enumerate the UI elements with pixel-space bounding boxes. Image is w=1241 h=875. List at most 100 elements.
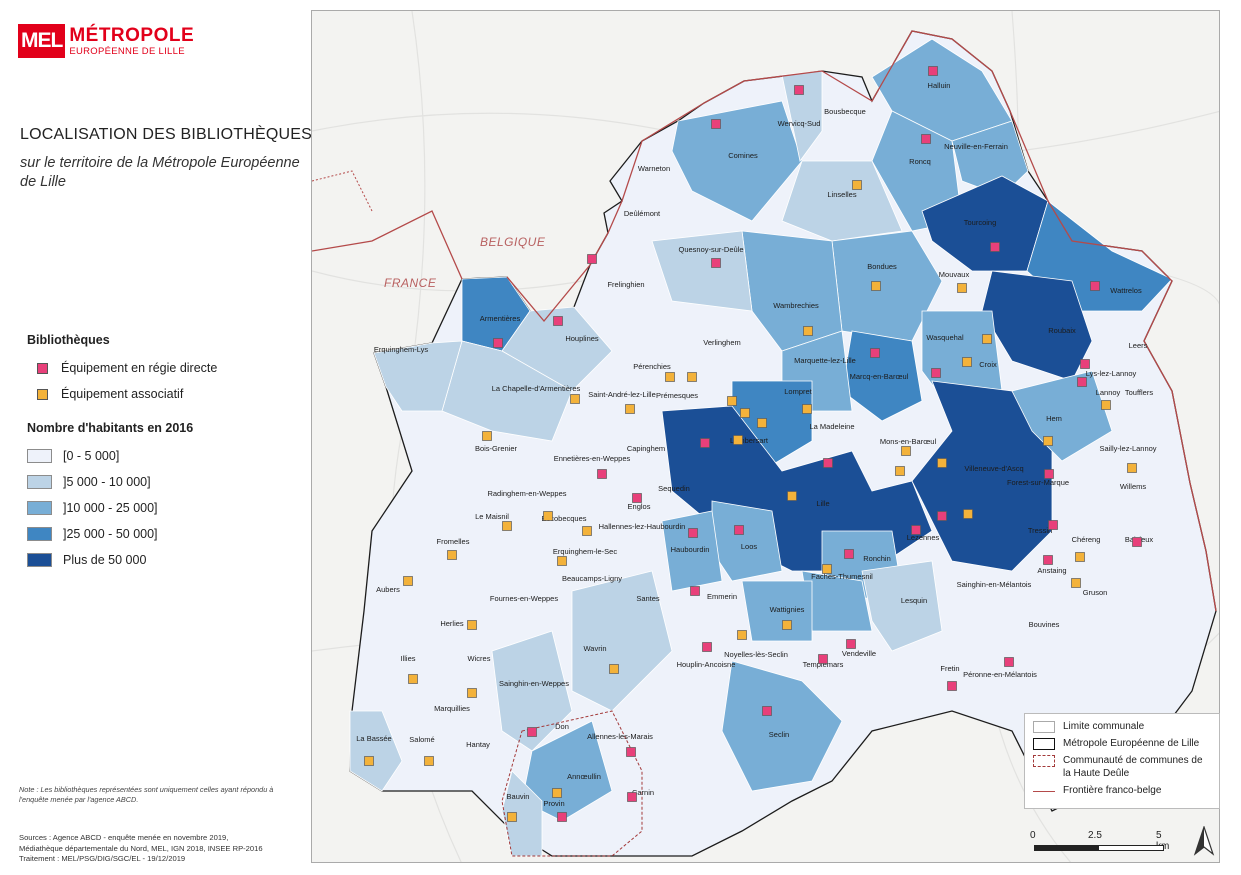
library-assoc-marker[interactable] [802, 404, 812, 414]
commune-label: Gruson [1083, 588, 1108, 597]
commune-seclin[interactable] [721, 660, 843, 792]
library-assoc-marker[interactable] [687, 372, 697, 382]
library-regie-marker[interactable] [690, 586, 700, 596]
library-regie-marker[interactable] [870, 348, 880, 358]
library-regie-marker[interactable] [1044, 469, 1054, 479]
library-regie-marker[interactable] [493, 338, 503, 348]
commune-wattignies[interactable] [741, 580, 813, 642]
library-regie-marker[interactable] [626, 747, 636, 757]
commune-la-bassee[interactable] [349, 710, 403, 792]
library-assoc-marker[interactable] [364, 756, 374, 766]
library-regie-marker[interactable] [846, 639, 856, 649]
choropleth-map[interactable]: BELGIQUE FRANCE Halluin BousbecqueWervicq… [312, 11, 1220, 863]
library-assoc-marker[interactable] [962, 357, 972, 367]
library-assoc-marker[interactable] [822, 564, 832, 574]
library-regie-marker[interactable] [823, 458, 833, 468]
library-assoc-marker[interactable] [424, 756, 434, 766]
library-regie-marker[interactable] [1090, 281, 1100, 291]
library-assoc-marker[interactable] [871, 281, 881, 291]
library-regie-marker[interactable] [627, 792, 637, 802]
library-regie-marker[interactable] [557, 812, 567, 822]
library-regie-marker[interactable] [1077, 377, 1087, 387]
library-assoc-marker[interactable] [1101, 400, 1111, 410]
library-regie-marker[interactable] [911, 525, 921, 535]
library-assoc-marker[interactable] [740, 408, 750, 418]
library-assoc-marker[interactable] [963, 509, 973, 519]
library-regie-marker[interactable] [818, 654, 828, 664]
commune-quesnoy-sur-deule[interactable] [651, 230, 753, 312]
commune-santes[interactable] [571, 570, 673, 712]
library-regie-marker[interactable] [734, 525, 744, 535]
library-regie-marker[interactable] [700, 438, 710, 448]
library-assoc-marker[interactable] [552, 788, 562, 798]
library-regie-marker[interactable] [928, 66, 938, 76]
commune-linselles[interactable] [781, 160, 903, 242]
library-regie-marker[interactable] [1132, 537, 1142, 547]
commune-comines[interactable] [671, 100, 803, 222]
library-assoc-marker[interactable] [467, 620, 477, 630]
library-assoc-marker[interactable] [570, 394, 580, 404]
library-assoc-marker[interactable] [1043, 436, 1053, 446]
library-assoc-marker[interactable] [737, 630, 747, 640]
library-assoc-marker[interactable] [447, 550, 457, 560]
library-assoc-marker[interactable] [982, 334, 992, 344]
library-regie-marker[interactable] [587, 254, 597, 264]
library-regie-marker[interactable] [931, 368, 941, 378]
library-assoc-marker[interactable] [543, 511, 553, 521]
library-assoc-marker[interactable] [1075, 552, 1085, 562]
library-regie-marker[interactable] [1004, 657, 1014, 667]
library-assoc-marker[interactable] [733, 435, 743, 445]
library-regie-marker[interactable] [1080, 359, 1090, 369]
commune-erquinghem-lys[interactable] [373, 340, 463, 412]
library-assoc-marker[interactable] [803, 326, 813, 336]
library-assoc-marker[interactable] [957, 283, 967, 293]
library-regie-marker[interactable] [632, 493, 642, 503]
library-regie-marker[interactable] [702, 642, 712, 652]
library-assoc-marker[interactable] [609, 664, 619, 674]
library-regie-marker[interactable] [688, 528, 698, 538]
library-assoc-marker[interactable] [937, 458, 947, 468]
map-frame[interactable]: BELGIQUE FRANCE Halluin Bousbecque Wervicq… [311, 10, 1220, 863]
library-regie-marker[interactable] [947, 681, 957, 691]
commune-haubourdin[interactable] [661, 510, 723, 592]
library-assoc-marker[interactable] [403, 576, 413, 586]
library-assoc-marker[interactable] [625, 404, 635, 414]
commune-houplines[interactable] [501, 306, 613, 392]
library-assoc-marker[interactable] [901, 446, 911, 456]
library-regie-marker[interactable] [527, 727, 537, 737]
library-assoc-marker[interactable] [582, 526, 592, 536]
library-assoc-marker[interactable] [895, 466, 905, 476]
commune-hem[interactable] [1011, 370, 1113, 462]
library-assoc-marker[interactable] [502, 521, 512, 531]
library-regie-marker[interactable] [553, 316, 563, 326]
commune-label: Forest-sur-Marque [1007, 478, 1069, 487]
library-regie-marker[interactable] [762, 706, 772, 716]
library-assoc-marker[interactable] [852, 180, 862, 190]
commune-sainghin-en-weppes[interactable] [491, 630, 573, 752]
library-regie-marker[interactable] [794, 85, 804, 95]
commune-label: Prémesques [656, 391, 698, 400]
library-assoc-marker[interactable] [507, 812, 517, 822]
library-regie-marker[interactable] [711, 258, 721, 268]
library-assoc-marker[interactable] [787, 491, 797, 501]
library-assoc-marker[interactable] [482, 431, 492, 441]
library-regie-marker[interactable] [921, 134, 931, 144]
library-assoc-marker[interactable] [727, 396, 737, 406]
library-assoc-marker[interactable] [1127, 463, 1137, 473]
commune-lesquin[interactable] [861, 560, 943, 652]
library-regie-marker[interactable] [990, 242, 1000, 252]
library-assoc-marker[interactable] [467, 688, 477, 698]
commune-bauvin[interactable] [501, 770, 543, 857]
library-assoc-marker[interactable] [665, 372, 675, 382]
library-assoc-marker[interactable] [757, 418, 767, 428]
library-regie-marker[interactable] [844, 549, 854, 559]
library-assoc-marker[interactable] [1071, 578, 1081, 588]
library-regie-marker[interactable] [1048, 520, 1058, 530]
library-regie-marker[interactable] [1043, 555, 1053, 565]
library-regie-marker[interactable] [711, 119, 721, 129]
library-regie-marker[interactable] [597, 469, 607, 479]
library-assoc-marker[interactable] [782, 620, 792, 630]
library-assoc-marker[interactable] [557, 556, 567, 566]
library-assoc-marker[interactable] [408, 674, 418, 684]
library-regie-marker[interactable] [937, 511, 947, 521]
